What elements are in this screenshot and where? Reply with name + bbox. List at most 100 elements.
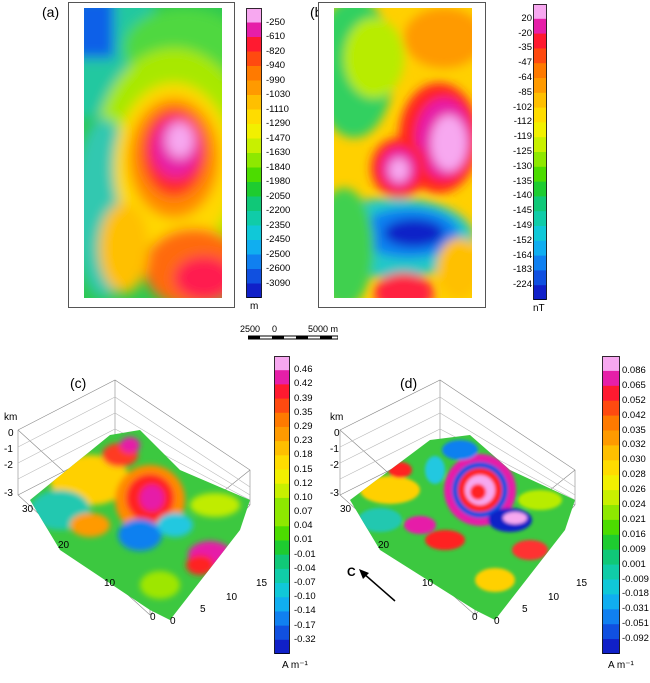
colorbar-a-tick-label: -820 [266, 45, 286, 57]
colorbar-b-segment [533, 211, 547, 227]
panel-d-z-unit: km [330, 412, 344, 423]
colorbar-d-segment [602, 564, 620, 580]
colorbar-a-segment [246, 66, 262, 81]
colorbar-a-segment [246, 22, 262, 38]
panel-c-z-tick-1: -1 [4, 444, 13, 455]
colorbar-b-segment [533, 226, 547, 242]
colorbar-c-tick-label: 0.35 [294, 406, 313, 418]
colorbar-c-segment [274, 455, 290, 471]
colorbar-c-tick-label: 0.39 [294, 392, 313, 404]
colorbar-a-tick-label: -1980 [266, 176, 291, 187]
colorbar-c-segment [274, 469, 290, 485]
colorbar-c-segment [274, 384, 290, 400]
colorbar-c-segment [274, 412, 290, 428]
colorbar-b-tick-label: -149 [512, 220, 532, 231]
colorbar-b-tick-label: -85 [518, 86, 532, 98]
colorbar-d-tick-label: -0.009 [622, 573, 649, 585]
colorbar-b-segment [533, 152, 547, 168]
colorbar-d-segment [602, 624, 620, 640]
colorbar-c-ticks: 0.46 0.42 0.39 0.35 0.29 0.23 0.18 0.15 0.12 0.10… [294, 356, 334, 654]
colorbar-d-segment [602, 445, 620, 461]
colorbar-a-segment [246, 240, 262, 255]
colorbar-a-unit: m [250, 301, 259, 312]
colorbar-d-segment [602, 549, 620, 566]
colorbar-d-tick-label: 0.086 [622, 364, 646, 376]
colorbar-d-unit: A m⁻¹ [608, 660, 634, 671]
colorbar-c-segment [274, 583, 290, 598]
colorbar-c [274, 356, 290, 654]
colorbar-a-segment [246, 51, 262, 67]
colorbar-c-segment [274, 370, 290, 385]
colorbar-c-segment [274, 426, 290, 442]
colorbar-c-tick-label: 0.04 [294, 520, 313, 532]
colorbar-c-segment [274, 526, 290, 541]
colorbar-d-segment [602, 519, 620, 536]
colorbar-a-segment [246, 254, 262, 270]
colorbar-d-border [602, 356, 620, 654]
colorbar-d-segment [602, 370, 620, 387]
colorbar-c-segment [274, 512, 290, 527]
colorbar-b-segment [533, 255, 547, 271]
colorbar-b-segment [533, 18, 547, 35]
colorbar-a-segment [246, 8, 262, 23]
colorbar-c-tick-label: -0.14 [294, 605, 316, 617]
colorbar-d-tick-label: 0.030 [622, 454, 646, 466]
panel-c-z-tick-0: 0 [8, 428, 14, 439]
colorbar-c-tick-label: 0.46 [294, 364, 313, 376]
panel-c-3d-plot [17, 379, 251, 620]
panel-c-z-tick-2: -2 [4, 460, 13, 471]
colorbar-a-tick-label: -1030 [266, 89, 291, 100]
colorbar-c-tick-label: -0.32 [294, 633, 316, 645]
panel-c-z-tick-3: -3 [4, 488, 13, 499]
panel-c-label: (c) [70, 375, 87, 391]
colorbar-b-unit: nT [533, 303, 545, 314]
panel-d-z-tick-2: -2 [330, 460, 339, 471]
colorbar-d-segment [602, 460, 620, 476]
panel-d-x-tick-5: 5 [522, 604, 528, 615]
colorbar-b-tick-label: -64 [518, 72, 532, 83]
colorbar-b-tick-label: -140 [512, 190, 532, 202]
colorbar-c-segment [274, 568, 290, 584]
colorbar-a-tick-label: -1110 [266, 103, 289, 115]
colorbar-a-tick-label: -1290 [266, 118, 291, 129]
panel-d-z-tick-0: 0 [334, 428, 340, 439]
colorbar-c-tick-label: -0.04 [294, 562, 316, 574]
colorbar-a-tick-label: -2500 [266, 248, 291, 260]
colorbar-d [602, 356, 620, 654]
panel-d-y-tick-10: 10 [422, 578, 434, 589]
colorbar-b-segment [533, 122, 547, 138]
panel-c-x-tick-15: 15 [256, 578, 268, 589]
colorbar-a-tick-label: -3090 [266, 277, 291, 289]
colorbar-b-segment [533, 107, 547, 123]
colorbar-b-tick-label: -20 [518, 27, 532, 39]
colorbar-a-segment [246, 138, 262, 154]
colorbar-a-tick-label: -2450 [266, 234, 291, 245]
colorbar-b-tick-label: -224 [512, 279, 532, 291]
colorbar-b-tick-label: -125 [512, 146, 532, 157]
colorbar-b-segment [533, 78, 547, 94]
panel-d-z-tick-1: -1 [330, 444, 339, 455]
colorbar-a-ticks: -250 -610 -820 -940 -990 -1030 -1110 -1290 -1470… [266, 8, 306, 298]
colorbar-b-tick-label: -164 [512, 249, 532, 261]
colorbar-c-tick-label: 0.12 [294, 477, 313, 489]
scale-bar-right-label: 5000 m [308, 324, 339, 334]
colorbar-a-segment [246, 182, 262, 197]
colorbar-c-tick-label: 0.18 [294, 449, 313, 461]
colorbar-c-segment [274, 497, 290, 513]
colorbar-b-segment [533, 270, 547, 286]
panel-c-x-tick-0: 0 [170, 616, 176, 627]
colorbar-c-segment [274, 398, 290, 414]
colorbar-d-segment [602, 505, 620, 521]
colorbar-c-tick-label: -0.07 [294, 577, 316, 589]
panel-d-y-tick-0: 0 [472, 612, 478, 623]
colorbar-d-ticks: 0.086 0.065 0.052 0.042 0.035 0.032 0.030 0.028… [622, 356, 650, 654]
colorbar-d-segment [602, 490, 620, 506]
colorbar-d-tick-label: 0.001 [622, 558, 646, 570]
colorbar-a-segment [246, 37, 262, 52]
colorbar-b-tick-label: 20 [521, 12, 532, 24]
colorbar-d-tick-label: 0.009 [622, 543, 646, 555]
colorbar-d-segment [602, 415, 620, 431]
colorbar-a-tick-label: -2350 [266, 219, 291, 231]
colorbar-c-segment [274, 597, 290, 612]
scale-bar-line [248, 335, 338, 340]
